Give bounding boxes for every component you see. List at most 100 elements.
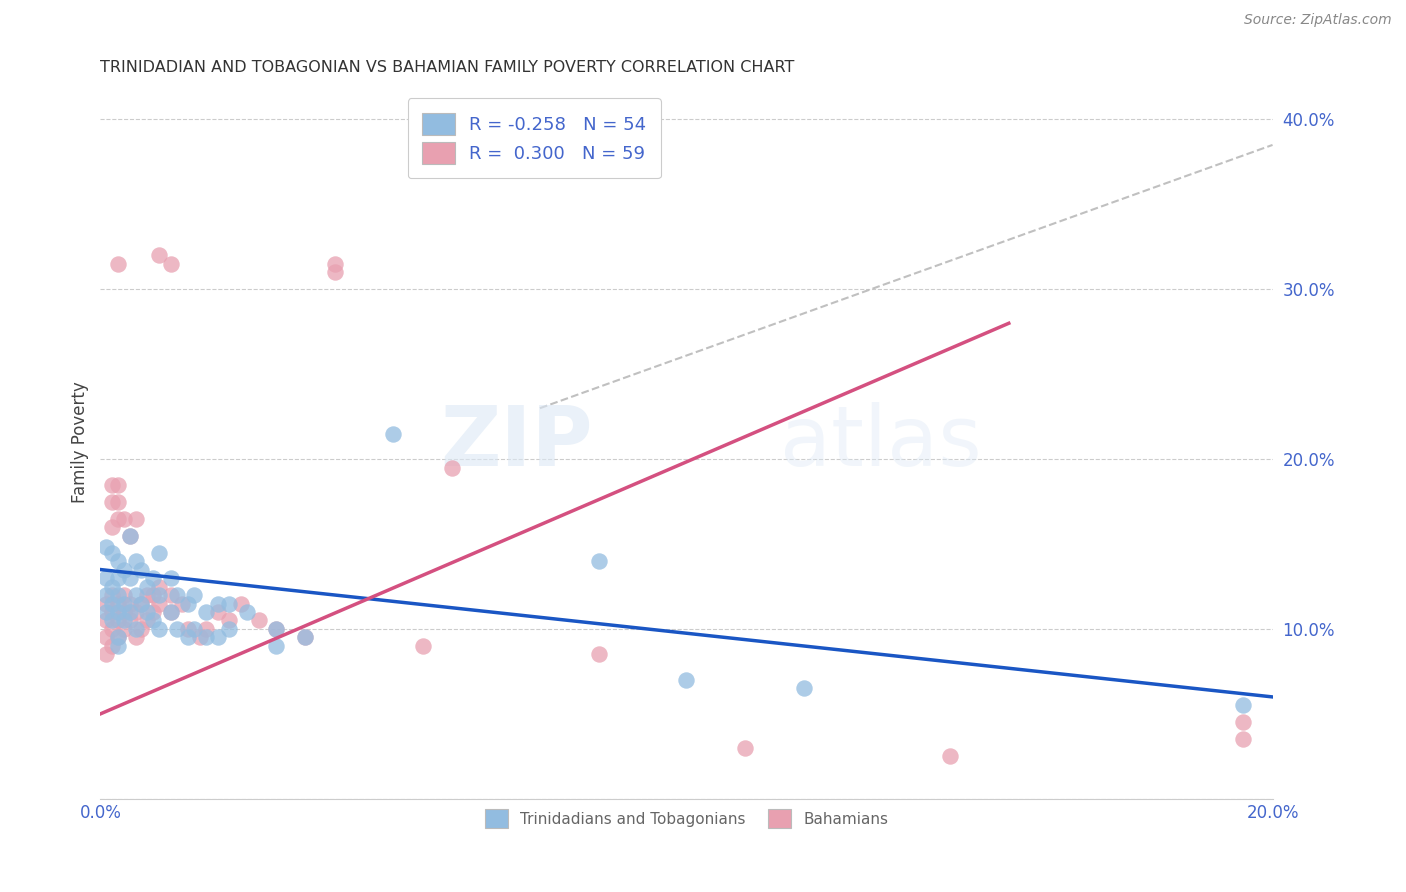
Point [236, 605, 259, 619]
Point [124, 588, 146, 602]
Point [177, 597, 200, 611]
Point [101, 588, 124, 602]
Point [183, 588, 205, 602]
Point [177, 622, 200, 636]
Point [107, 494, 129, 508]
Point [112, 622, 135, 636]
Point [172, 597, 194, 611]
Point [1232, 715, 1254, 730]
Point [96, 571, 118, 585]
Text: TRINIDADIAN AND TOBAGONIAN VS BAHAMIAN FAMILY POVERTY CORRELATION CHART: TRINIDADIAN AND TOBAGONIAN VS BAHAMIAN F… [100, 60, 794, 75]
Point [183, 622, 205, 636]
Point [159, 605, 181, 619]
Point [118, 614, 141, 628]
Point [142, 605, 165, 619]
Point [294, 631, 316, 645]
Point [124, 511, 146, 525]
Point [112, 605, 135, 619]
Point [96, 605, 118, 619]
Point [107, 477, 129, 491]
Point [207, 597, 229, 611]
Point [118, 571, 141, 585]
Point [207, 605, 229, 619]
Point [142, 588, 165, 602]
Point [194, 605, 217, 619]
Point [131, 562, 153, 576]
Point [294, 631, 316, 645]
Point [412, 639, 434, 653]
Text: Source: ZipAtlas.com: Source: ZipAtlas.com [1244, 13, 1392, 28]
Y-axis label: Family Poverty: Family Poverty [72, 381, 89, 503]
Point [177, 631, 200, 645]
Legend: Trinidadians and Tobagonians, Bahamians: Trinidadians and Tobagonians, Bahamians [478, 803, 894, 834]
Point [264, 622, 287, 636]
Point [96, 588, 118, 602]
Point [107, 588, 129, 602]
Point [101, 622, 124, 636]
Point [96, 614, 118, 628]
Point [112, 614, 135, 628]
Point [112, 562, 135, 576]
Point [939, 749, 962, 764]
Point [1232, 732, 1254, 747]
Point [148, 580, 170, 594]
Point [166, 588, 188, 602]
Point [136, 605, 159, 619]
Point [588, 554, 610, 568]
Point [1232, 698, 1254, 713]
Point [96, 648, 118, 662]
Point [101, 494, 124, 508]
Point [118, 528, 141, 542]
Point [264, 622, 287, 636]
Point [148, 597, 170, 611]
Point [107, 597, 129, 611]
Point [194, 622, 217, 636]
Point [107, 639, 129, 653]
Point [112, 597, 135, 611]
Point [101, 580, 124, 594]
Point [218, 622, 240, 636]
Point [188, 631, 211, 645]
Point [440, 460, 463, 475]
Point [131, 597, 153, 611]
Point [142, 571, 165, 585]
Point [159, 571, 181, 585]
Point [101, 639, 124, 653]
Point [101, 520, 124, 534]
Point [734, 740, 756, 755]
Point [96, 597, 118, 611]
Point [218, 597, 240, 611]
Point [148, 248, 170, 262]
Point [218, 614, 240, 628]
Point [142, 614, 165, 628]
Point [207, 631, 229, 645]
Point [96, 631, 118, 645]
Point [107, 605, 129, 619]
Point [107, 511, 129, 525]
Point [382, 426, 405, 441]
Point [107, 257, 129, 271]
Point [136, 580, 159, 594]
Point [101, 605, 124, 619]
Point [112, 511, 135, 525]
Point [323, 257, 346, 271]
Point [229, 597, 252, 611]
Point [323, 265, 346, 279]
Point [118, 597, 141, 611]
Point [148, 622, 170, 636]
Point [101, 597, 124, 611]
Point [118, 605, 141, 619]
Point [166, 622, 188, 636]
Point [124, 605, 146, 619]
Point [148, 545, 170, 559]
Point [675, 673, 697, 687]
Point [793, 681, 815, 696]
Point [124, 622, 146, 636]
Point [159, 257, 181, 271]
Point [588, 648, 610, 662]
Point [118, 528, 141, 542]
Point [194, 631, 217, 645]
Point [247, 614, 270, 628]
Point [136, 588, 159, 602]
Point [112, 588, 135, 602]
